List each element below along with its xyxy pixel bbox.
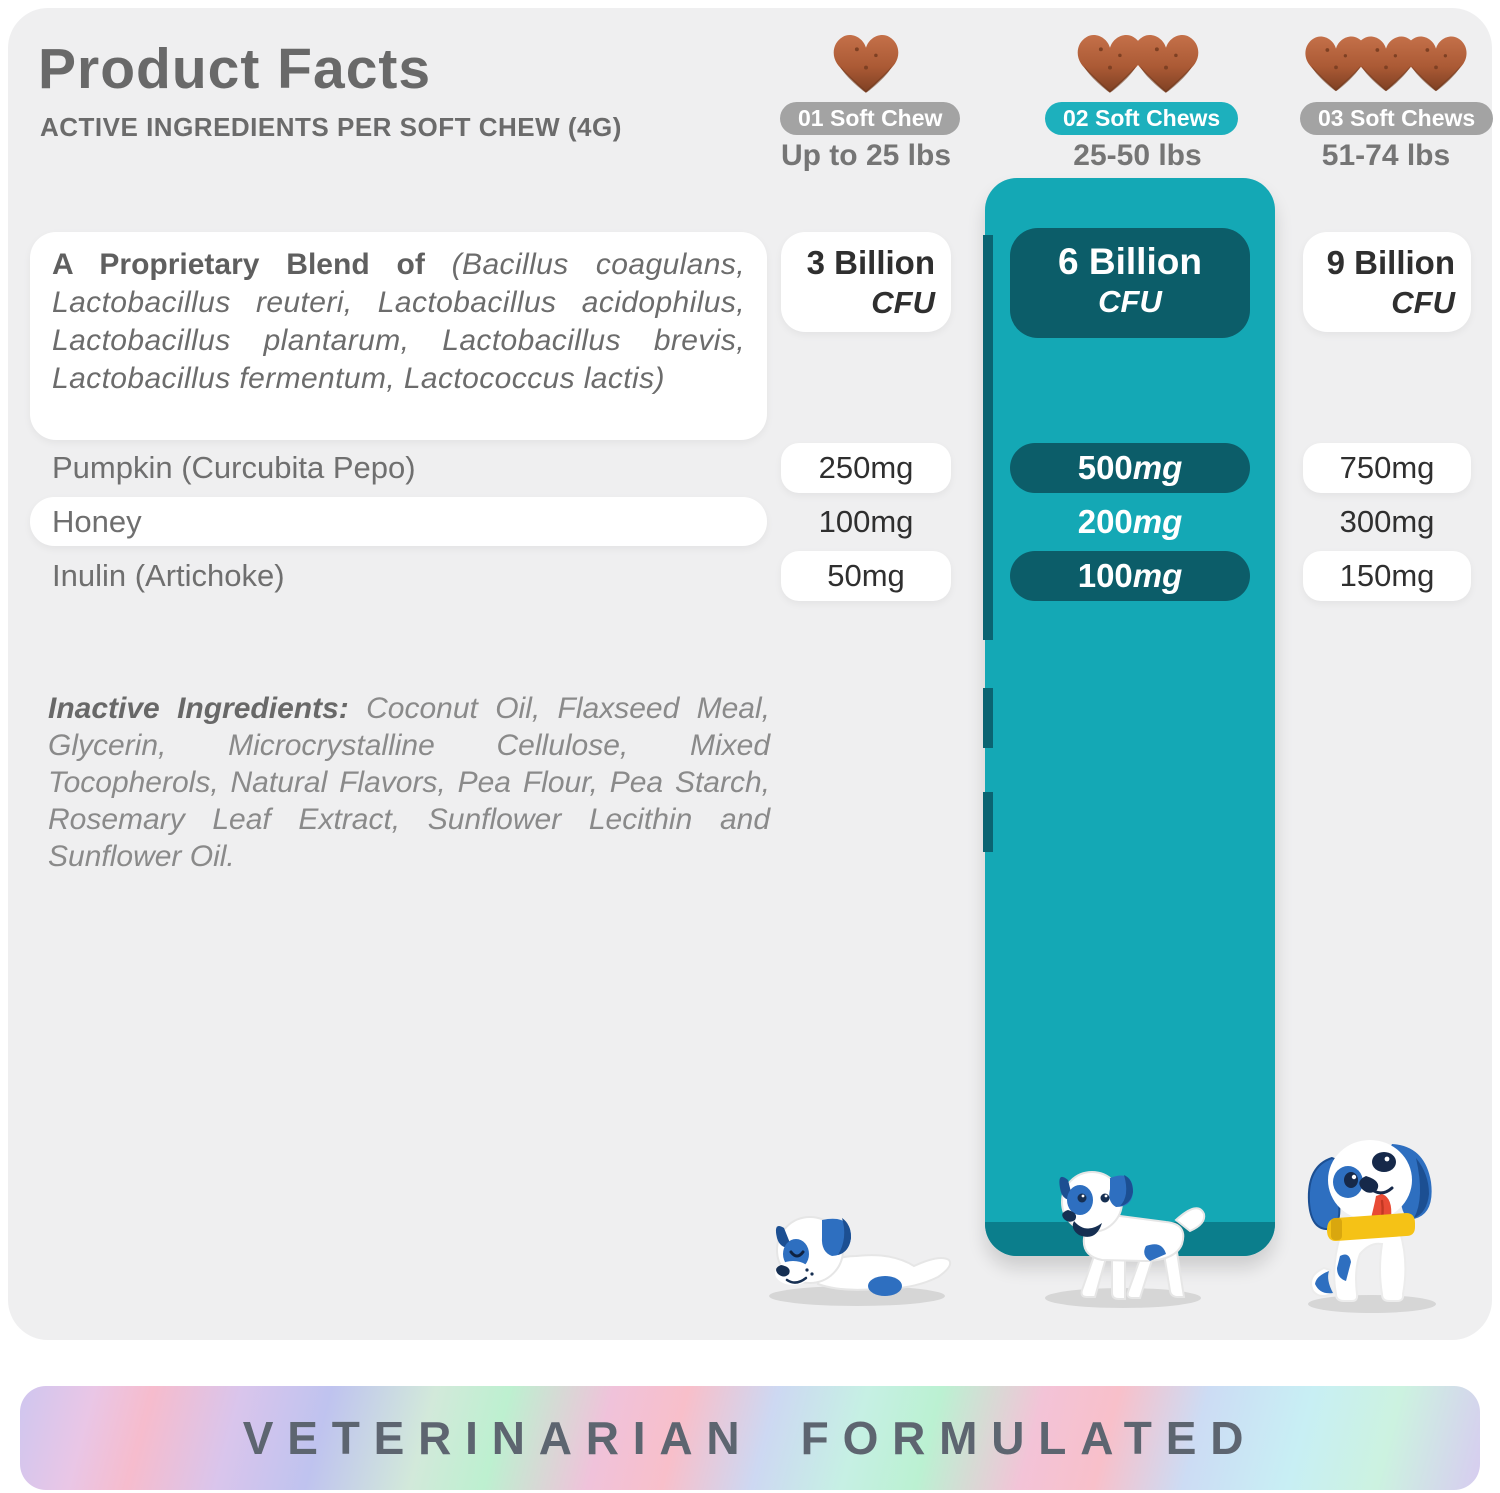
pumpkin-value-dose3: 750 mg [1303,443,1471,493]
dose-column-3-header: 03 Soft Chews 51-74 lbs [1300,28,1494,173]
weight-range-label: 51-74 lbs [1321,139,1451,172]
ingredient-label-honey: Honey [52,504,142,539]
medium-puppy-walking-illustration [1045,1171,1206,1308]
pumpkin-value-dose1: 250 mg [781,443,951,493]
ingredient-label-inulin: Inulin (Artichoke) [52,558,285,593]
small-puppy-lying-illustration [769,1216,952,1306]
dose-badge: 01 Soft Chew [780,102,961,135]
honey-value-dose1: 100 mg [818,504,914,539]
chew-count-icons [780,28,952,98]
ingredient-row-honey-bar [30,497,767,546]
proprietary-blend-card: A Proprietary Blend of (Bacillus coagula… [30,232,767,440]
chew-count-icons [1300,28,1472,98]
dose-column-2-header: 02 Soft Chews 25-50 lbs [1045,28,1239,173]
blend-name: A Proprietary Blend of [52,248,425,281]
dose-column-1-header: 01 Soft Chew Up to 25 lbs [780,28,961,173]
blend-value-dose3: 9 Billion CFU [1303,232,1471,332]
large-dog-sitting-illustration [1307,1140,1436,1313]
blend-value-dose1: 3 Billion CFU [781,232,951,332]
dose-badge-highlighted: 02 Soft Chews [1045,102,1239,135]
pumpkin-value-dose2-highlighted: 500 mg [1010,443,1250,493]
dose-badge: 03 Soft Chews [1300,102,1494,135]
inactive-ingredients-label: Inactive Ingredients: [48,692,349,725]
honey-value-dose2-highlighted: 200 mg [1077,503,1183,540]
soft-chew-icon [1127,28,1205,98]
soft-chew-icon [827,28,905,98]
inulin-value-dose3: 150 mg [1303,551,1471,601]
ingredient-label-pumpkin: Pumpkin (Curcubita Pepo) [52,450,416,485]
inactive-ingredients-paragraph: Inactive Ingredients: Coconut Oil, Flaxs… [48,690,770,875]
page-subtitle: ACTIVE INGREDIENTS PER SOFT CHEW (4G) [40,112,622,142]
page-title: Product Facts [38,37,432,101]
weight-range-label: 25-50 lbs [1073,139,1202,172]
highlighted-dose-column [983,178,1275,1256]
inulin-value-dose1: 50 mg [781,551,951,601]
column-edge-shadow [983,792,993,852]
inactive-ingredients-text: Coconut Oil, Flaxseed Meal, Glycerin, Mi… [48,692,770,873]
weight-range-label: Up to 25 lbs [780,139,952,172]
inulin-value-dose2-highlighted: 100 mg [1010,551,1250,601]
soft-chew-icon [1400,28,1472,98]
blend-strains: (Bacillus coagulans, Lactobacillus reute… [52,248,745,395]
column-edge-shadow [983,235,993,640]
blend-value-dose2-highlighted: 6 Billion CFU [1010,228,1250,338]
column-edge-shadow [983,688,993,748]
veterinarian-formulated-banner: VETERINARIAN FORMULATED [20,1386,1480,1490]
honey-value-dose3: 300 mg [1339,504,1435,539]
chew-count-icons [1045,28,1230,98]
banner-text: VETERINARIAN FORMULATED [242,1412,1258,1464]
